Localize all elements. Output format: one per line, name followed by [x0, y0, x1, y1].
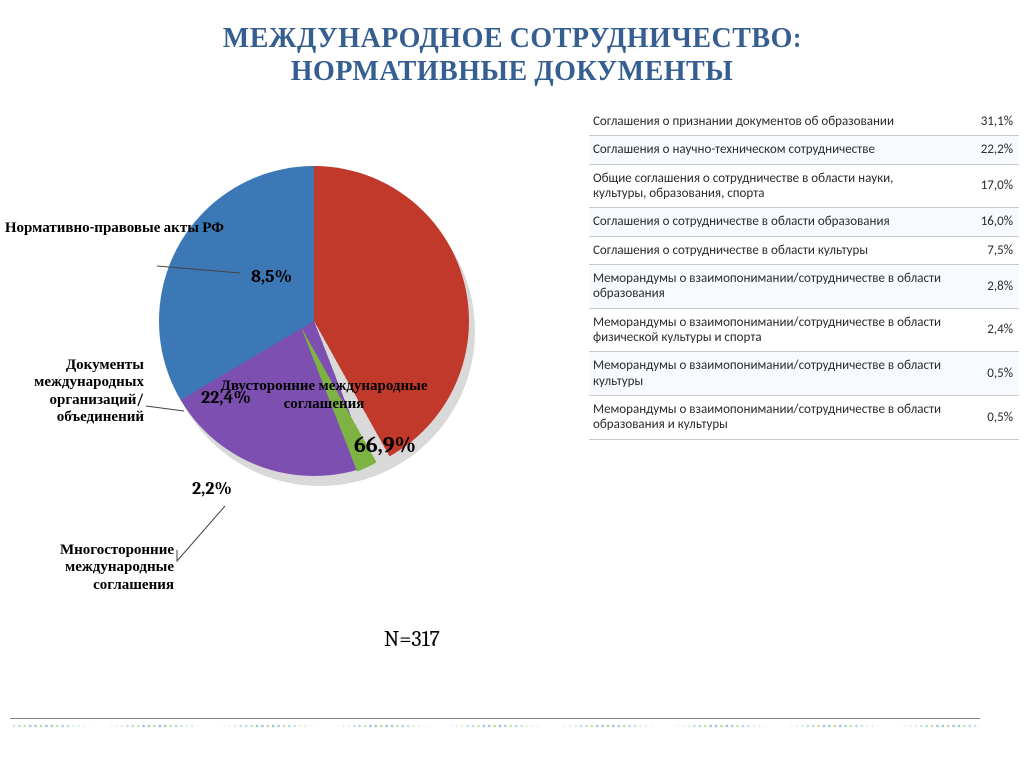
row-text: Соглашения о сотрудничестве в области ку… — [589, 237, 953, 264]
row-text: Меморандумы о взаимопонимании/сотрудниче… — [589, 396, 953, 439]
title-line-2: НОРМАТИВНЫЕ ДОКУМЕНТЫ — [0, 55, 1024, 88]
pie-chart: 66,9% 2,2% 22,4% 8,5% Нормативно-правовы… — [4, 96, 589, 656]
slice-value-1: 2,2% — [192, 478, 232, 499]
pie-stage — [159, 166, 469, 476]
table-row: Общие соглашения о сотрудничестве в обла… — [589, 165, 1019, 209]
row-value: 0,5% — [953, 404, 1019, 431]
footer-rule — [10, 718, 980, 719]
slice-label-2: Документы международных организаций/ объ… — [0, 356, 144, 425]
title-line-1: МЕЖДУНАРОДНОЕ СОТРУДНИЧЕСТВО: — [0, 22, 1024, 55]
table-row: Соглашения о сотрудничестве в области ку… — [589, 237, 1019, 265]
breakdown-table: Соглашения о признании документов об обр… — [589, 108, 1019, 656]
slice-value-3: 8,5% — [251, 266, 292, 287]
row-value: 22,2% — [953, 136, 1019, 163]
row-value: 31,1% — [953, 108, 1019, 135]
row-text: Общие соглашения о сотрудничестве в обла… — [589, 165, 953, 208]
table-row: Меморандумы о взаимопонимании/сотрудниче… — [589, 309, 1019, 353]
row-text: Меморандумы о взаимопонимании/сотрудниче… — [589, 352, 953, 395]
row-text: Соглашения о сотрудничестве в области об… — [589, 208, 953, 235]
row-text: Меморандумы о взаимопонимании/сотрудниче… — [589, 265, 953, 308]
table-row: Меморандумы о взаимопонимании/сотрудниче… — [589, 352, 1019, 396]
page-title: МЕЖДУНАРОДНОЕ СОТРУДНИЧЕСТВО: НОРМАТИВНЫ… — [0, 0, 1024, 88]
row-text: Соглашения о признании документов об обр… — [589, 108, 953, 135]
slice-label-0: Двусторонние международные соглашения — [214, 376, 434, 412]
footer-dots — [10, 724, 980, 728]
row-text: Меморандумы о взаимопонимании/сотрудниче… — [589, 309, 953, 352]
row-value: 2,4% — [953, 316, 1019, 343]
table-row: Соглашения о сотрудничестве в области об… — [589, 208, 1019, 236]
content-row: 66,9% 2,2% 22,4% 8,5% Нормативно-правовы… — [0, 88, 1024, 656]
row-value: 7,5% — [953, 237, 1019, 264]
row-value: 17,0% — [953, 172, 1019, 199]
slice-label-3: Нормативно-правовые акты РФ — [0, 219, 224, 236]
row-value: 2,8% — [953, 273, 1019, 300]
table-row: Меморандумы о взаимопонимании/сотрудниче… — [589, 396, 1019, 440]
table-row: Соглашения о научно-техническом сотрудни… — [589, 136, 1019, 164]
slice-label-1: Многосторонние международные соглашения — [14, 541, 174, 593]
row-text: Соглашения о научно-техническом сотрудни… — [589, 136, 953, 163]
slice-value-0: 66,9% — [354, 432, 416, 458]
table-row: Соглашения о признании документов об обр… — [589, 108, 1019, 136]
row-value: 16,0% — [953, 208, 1019, 235]
row-value: 0,5% — [953, 360, 1019, 387]
n-label: N=317 — [384, 626, 440, 652]
table-row: Меморандумы о взаимопонимании/сотрудниче… — [589, 265, 1019, 309]
